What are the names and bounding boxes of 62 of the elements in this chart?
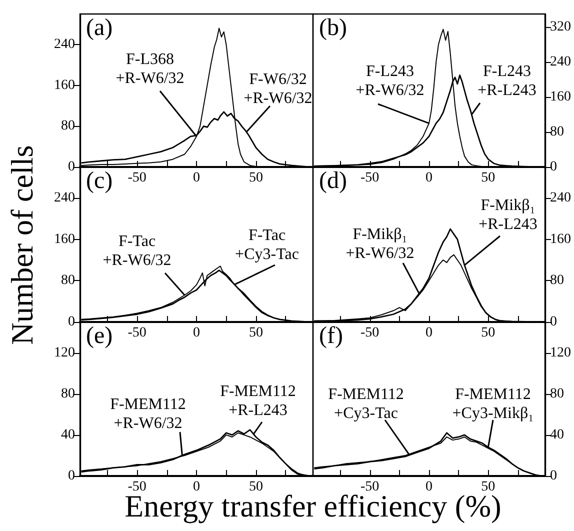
x-tick-label: 0: [193, 170, 200, 186]
x-tick-label: -50: [128, 326, 146, 340]
y-tick-label: 160: [54, 232, 75, 247]
x-tick-label: -50: [128, 170, 146, 186]
x-tick-label: -50: [128, 480, 146, 494]
y-tick-label: 40: [550, 427, 564, 442]
series-label: F-MEM112 +R-W6/32: [110, 396, 186, 432]
y-tick-label: 120: [54, 345, 75, 360]
x-tick-label: 0: [193, 480, 200, 494]
annotation: (c): [86, 168, 113, 194]
y-tick-label: 0: [68, 468, 75, 484]
y-tick-label: 80: [61, 118, 75, 134]
series-label: F-Mikβ₁ +R-W6/32: [346, 226, 414, 262]
x-tick-label: 0: [426, 170, 432, 186]
y-tick-label: 240: [54, 190, 75, 206]
series-label: F-MEM112 +Cy3-Mikβ₁: [452, 386, 534, 422]
y-tick-label: 0: [68, 160, 75, 174]
y-tick-label: 320: [550, 20, 571, 35]
annotation: (d): [319, 168, 347, 194]
x-tick-label: -50: [360, 480, 380, 494]
annotation: (a): [86, 15, 113, 41]
y-tick-label: 0: [550, 160, 557, 174]
y-tick-label: 160: [550, 232, 571, 247]
x-tick-label: -50: [360, 170, 380, 186]
y-tick-label: 240: [54, 37, 75, 52]
y-tick-label: 160: [550, 90, 571, 105]
series-label: F-Tac +Cy3-Tac: [235, 227, 299, 263]
y-tick-label: 120: [550, 345, 571, 360]
y-tick-label: 0: [550, 314, 557, 330]
annotation: (f): [319, 323, 343, 349]
y-tick-label: 80: [61, 386, 75, 402]
series-label: F-W6/32 +R-W6/32: [244, 71, 312, 107]
series-label: F-MEM112 +R-L243: [220, 383, 296, 419]
y-tick-label: 80: [550, 386, 564, 402]
y-tick-label: 240: [550, 190, 571, 206]
series-label: F-L368 +R-W6/32: [116, 51, 184, 87]
x-tick-label: 50: [481, 480, 496, 494]
x-tick-label: 50: [481, 170, 496, 186]
x-tick-label: 50: [248, 170, 263, 186]
annotation: (e): [86, 323, 113, 349]
series-label: F-L243 +R-W6/32: [356, 63, 424, 99]
x-tick-label: 0: [426, 326, 432, 340]
y-axis-title: Number of cells: [4, 145, 40, 345]
y-tick-label: 80: [550, 273, 564, 288]
y-tick-label: 80: [61, 273, 75, 288]
text: F-MEM112 +Cy3-Tac: [328, 386, 404, 422]
y-tick-label: 0: [68, 314, 75, 330]
y-tick-label: 40: [61, 427, 75, 442]
annotation: (b): [319, 15, 347, 41]
y-tick-label: 0: [550, 468, 557, 484]
x-tick-label: 50: [481, 326, 496, 340]
series-label: F-Mikβ₁ +R-L243: [478, 197, 538, 233]
x-tick-label: 50: [248, 326, 263, 340]
x-tick-label: 0: [193, 326, 200, 340]
y-tick-label: 160: [54, 78, 75, 93]
y-tick-label: 80: [550, 124, 564, 140]
series-label: F-L243 +R-L243: [478, 63, 536, 99]
series-label: F-Tac +R-W6/32: [102, 233, 172, 269]
y-tick-label: 240: [550, 54, 571, 70]
x-tick-label: 0: [426, 480, 432, 494]
x-tick-label: 50: [248, 480, 263, 494]
x-tick-label: -50: [360, 326, 380, 340]
